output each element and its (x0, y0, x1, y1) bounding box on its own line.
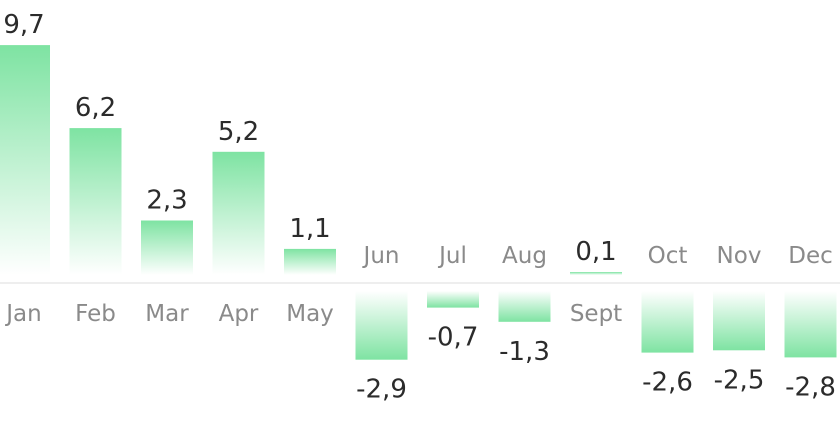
bar-apr (212, 151, 265, 275)
category-label-sept: Sept (570, 301, 622, 327)
value-label-nov: -2,5 (714, 365, 765, 395)
bar-nov (713, 291, 765, 351)
value-label-sept: 0,1 (575, 237, 616, 267)
category-label-dec: Dec (788, 243, 833, 269)
value-label-may: 1,1 (289, 214, 330, 244)
category-label-may: May (286, 301, 334, 327)
category-label-jun: Jun (362, 243, 400, 269)
value-label-apr: 5,2 (218, 117, 259, 147)
category-label-aug: Aug (502, 243, 547, 269)
category-label-nov: Nov (717, 243, 762, 269)
value-label-oct: -2,6 (642, 368, 693, 398)
bar-jan (0, 45, 50, 275)
value-label-jul: -0,7 (428, 323, 479, 353)
bar-jun (355, 291, 408, 360)
category-label-feb: Feb (75, 301, 116, 327)
value-label-feb: 6,2 (75, 93, 116, 123)
bar-jul (427, 291, 479, 308)
value-label-dec: -2,8 (785, 372, 836, 402)
value-label-jan: 9,7 (3, 10, 44, 40)
category-label-mar: Mar (145, 301, 189, 327)
value-label-aug: -1,3 (499, 337, 550, 367)
bar-feb (69, 128, 122, 275)
bar-oct (641, 291, 694, 353)
bar-sept (570, 272, 622, 275)
category-label-apr: Apr (219, 301, 259, 327)
bar-dec (784, 291, 837, 358)
bar-aug (498, 291, 551, 322)
category-label-oct: Oct (648, 243, 688, 269)
bar-may (284, 248, 336, 275)
category-label-jan: Jan (4, 301, 41, 327)
value-label-mar: 2,3 (146, 186, 187, 216)
value-label-jun: -2,9 (356, 375, 407, 405)
bar-mar (141, 220, 193, 275)
category-label-jul: Jul (437, 243, 467, 269)
